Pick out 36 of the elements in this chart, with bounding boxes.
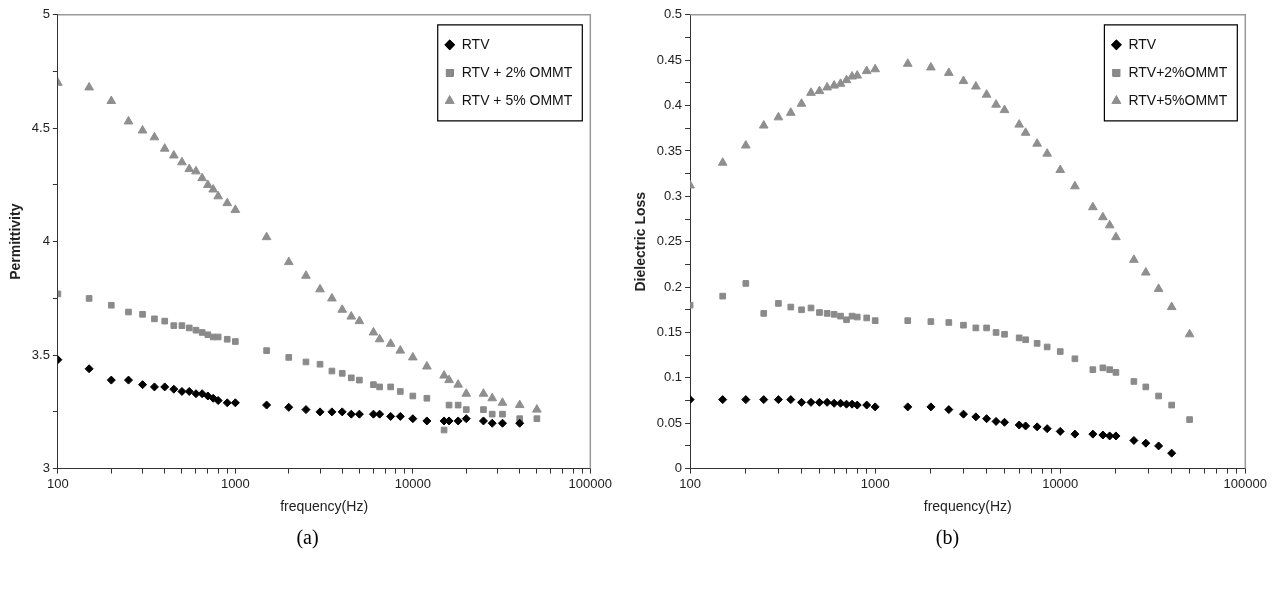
y-tick-label: 5: [42, 6, 50, 22]
text: (b): [935, 526, 960, 549]
x-tick-label: 10000: [1042, 475, 1079, 491]
x-tick-label: 1000: [860, 475, 890, 491]
legend-label: RTV + 5% OMMT: [461, 91, 573, 108]
y-tick-label: 4: [42, 233, 50, 249]
y-tick-label: 0.15: [656, 324, 683, 340]
legend-label: RTV+2%OMMT: [1128, 63, 1228, 80]
y-axis-title: Permittivity: [7, 203, 24, 280]
x-axis-title: frequency(Hz): [923, 498, 1012, 515]
y-tick-label: 0.1: [664, 369, 683, 385]
x-tick-label: 100000: [1223, 475, 1268, 491]
y-tick-label: 0.05: [656, 414, 683, 430]
x-axis-title: frequency(Hz): [280, 498, 369, 515]
x-tick-label: 100: [47, 475, 69, 491]
y-tick-label: 3.5: [31, 346, 50, 362]
x-tick-label: 100000: [568, 475, 613, 491]
legend-label: RTV+5%OMMT: [1128, 91, 1228, 108]
x-tick-label: 1000: [220, 475, 250, 491]
legend-label: RTV: [461, 35, 491, 52]
y-tick-label: 0.35: [656, 142, 683, 158]
x-tick-label: 10000: [394, 475, 431, 491]
y-tick-label: 0: [674, 460, 683, 476]
y-tick-label: 0.45: [656, 51, 683, 67]
y-axis-title: Dielectric Loss: [632, 191, 649, 292]
y-tick-label: 0.4: [664, 97, 683, 113]
y-tick-label: 0.25: [656, 233, 683, 249]
y-tick-label: 0.2: [664, 278, 683, 294]
text: (a): [296, 526, 319, 549]
legend-label: RTV + 2% OMMT: [461, 63, 573, 80]
y-tick-label: 4.5: [31, 119, 50, 135]
y-tick-label: 0.3: [664, 187, 683, 203]
legend-label: RTV: [1128, 35, 1157, 52]
x-tick-label: 100: [679, 475, 701, 491]
y-tick-label: 3: [42, 460, 50, 476]
y-tick-label: 0.5: [664, 6, 683, 22]
